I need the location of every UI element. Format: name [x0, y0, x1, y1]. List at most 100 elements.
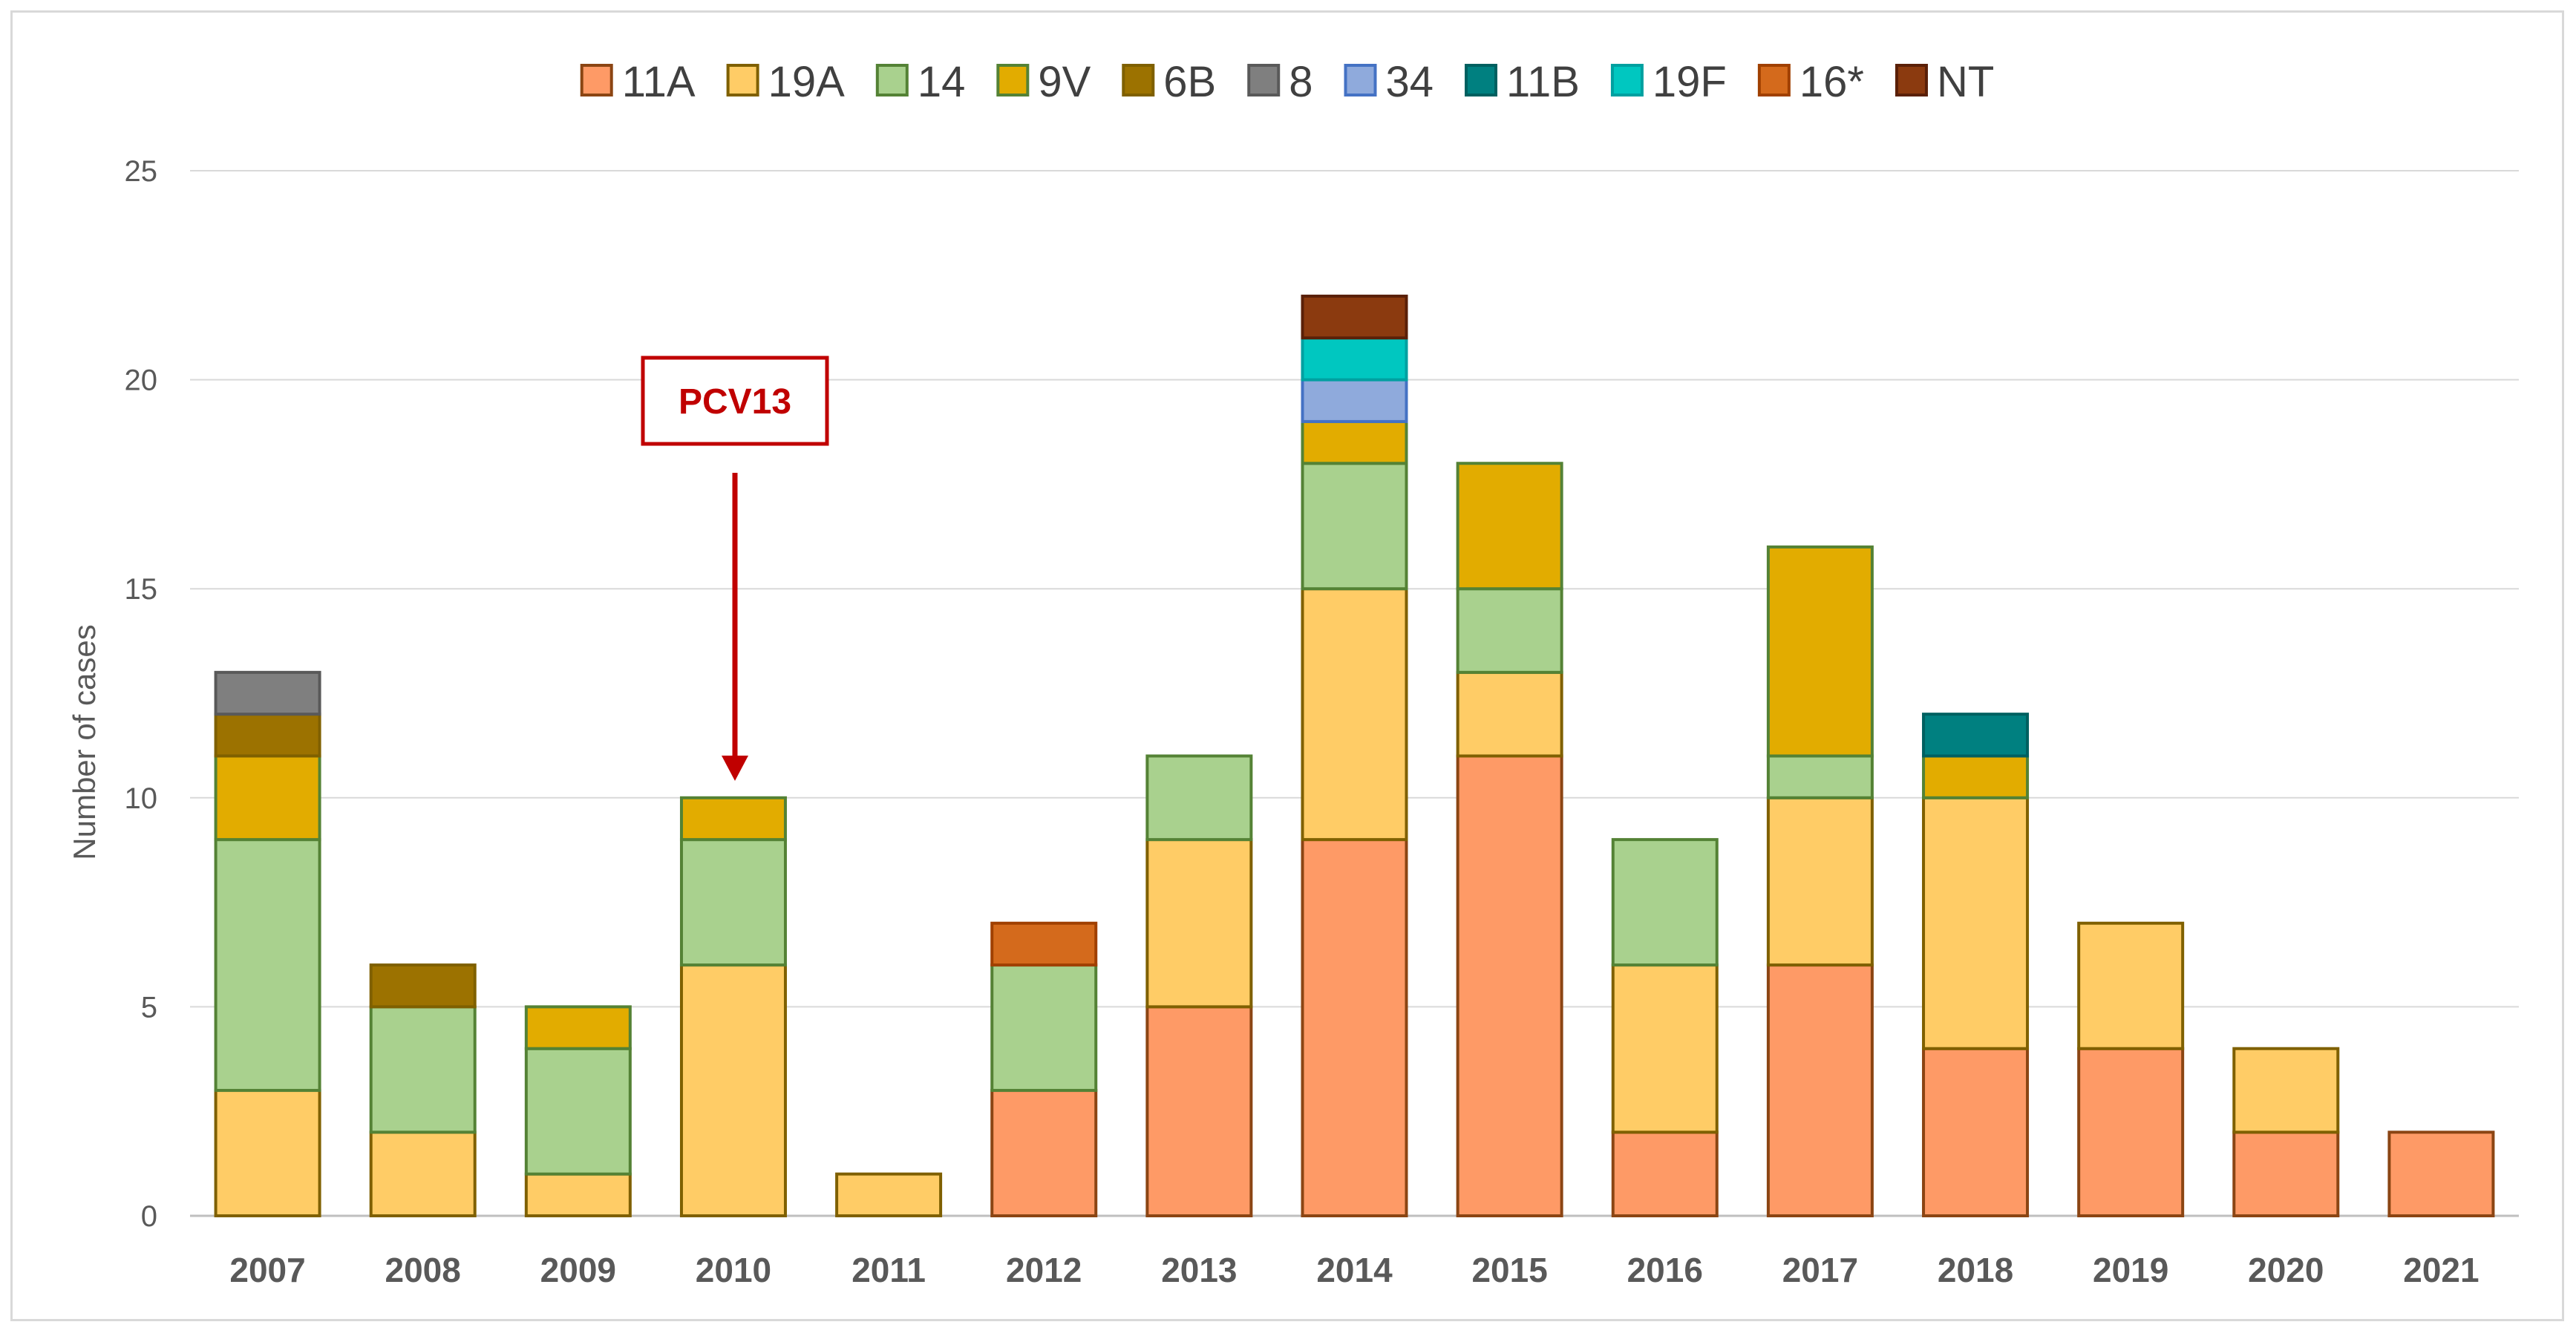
y-tick-label: 15 — [125, 573, 158, 606]
bar-segment-2017-14 — [1766, 754, 1874, 799]
bar-segment-2019-19A — [2077, 921, 2185, 1050]
bar-segment-2020-11A — [2232, 1130, 2340, 1217]
legend-swatch — [1757, 64, 1791, 96]
bar-segment-2007-8 — [214, 670, 321, 716]
bar-segment-2008-6B — [369, 963, 477, 1009]
bar-segment-2007-14 — [214, 838, 321, 1093]
x-tick-label: 2015 — [1471, 1251, 1547, 1289]
pcv13-annotation: PCV13 — [641, 356, 829, 781]
bar-segment-2018-11A — [1922, 1047, 2030, 1217]
x-tick-label: 2011 — [851, 1251, 926, 1289]
legend-label: 9V — [1038, 58, 1091, 106]
bar-segment-2007-19A — [214, 1089, 321, 1218]
x-tick-label: 2007 — [229, 1251, 305, 1289]
bar-segment-2018-19A — [1922, 796, 2030, 1050]
y-axis-title: Number of cases — [67, 624, 102, 860]
bar-segment-2008-19A — [369, 1130, 477, 1217]
x-tick-label: 2010 — [696, 1251, 771, 1289]
legend-label: 11B — [1506, 58, 1580, 106]
bar-segment-2014-14 — [1301, 462, 1408, 591]
y-tick-label: 5 — [141, 991, 157, 1024]
bar-segment-2015-11A — [1456, 754, 1563, 1217]
bar-segment-2018-11B — [1922, 713, 2030, 758]
legend-label: 14 — [918, 58, 966, 106]
bar-segment-2013-19A — [1145, 838, 1253, 1009]
bar-segment-2013-14 — [1145, 754, 1253, 842]
x-tick-label: 2021 — [2403, 1251, 2479, 1289]
bar-segment-2014-34 — [1301, 378, 1408, 423]
bars — [214, 294, 2495, 1218]
bar-segment-2016-11A — [1611, 1130, 1719, 1217]
bar-segment-2016-19A — [1611, 963, 1719, 1134]
x-tick-label: 2009 — [540, 1251, 616, 1289]
bar-segment-2014-19A — [1301, 587, 1408, 842]
x-tick-label: 2013 — [1161, 1251, 1237, 1289]
bar-segment-2010-14 — [679, 838, 787, 967]
pcv13-arrow-head — [722, 756, 748, 781]
bar-segment-2013-11A — [1145, 1005, 1253, 1218]
legend-label: 11A — [622, 58, 696, 106]
legend-label: 6B — [1163, 58, 1216, 106]
x-tick-label: 2018 — [1938, 1251, 2013, 1289]
legend-label: 8 — [1289, 58, 1312, 106]
legend-swatch — [726, 64, 759, 96]
bar-segment-2015-14 — [1456, 587, 1563, 674]
legend-label: 19F — [1653, 58, 1727, 106]
bar-segment-2015-9V — [1456, 462, 1563, 591]
legend-label: NT — [1937, 58, 1994, 106]
bar-segment-2017-19A — [1766, 796, 1874, 967]
bar-segment-2017-11A — [1766, 963, 1874, 1217]
y-tick-label: 20 — [125, 364, 158, 397]
x-tick-label: 2017 — [1782, 1251, 1858, 1289]
bar-segment-2016-14 — [1611, 838, 1719, 967]
legend-swatch — [996, 64, 1030, 96]
legend-swatch — [1465, 64, 1498, 96]
y-tick-label: 10 — [125, 782, 158, 815]
y-tick-label: 0 — [141, 1200, 157, 1233]
y-tick-label: 25 — [125, 155, 158, 188]
bar-segment-2014-NT — [1301, 294, 1408, 340]
bar-segment-2009-9V — [524, 1005, 632, 1050]
x-tick-label: 2020 — [2248, 1251, 2324, 1289]
legend: 11A 19A 14 9V 6B 8 34 11B 19F 16* NT — [580, 58, 1994, 106]
bar-segment-2010-9V — [679, 796, 787, 842]
pcv13-label: PCV13 — [679, 382, 791, 422]
bar-segment-2012-11A — [990, 1089, 1098, 1218]
bar-segment-2017-9V — [1766, 545, 1874, 758]
bar-segment-2015-19A — [1456, 670, 1563, 758]
x-tick-label: 2016 — [1627, 1251, 1703, 1289]
legend-swatch — [875, 64, 909, 96]
bar-segment-2007-9V — [214, 754, 321, 842]
x-axis-labels: 2007 2008 2009 2010 2011 2012 2013 2014 2015 2016… — [229, 1251, 2479, 1289]
bar-segment-2008-14 — [369, 1005, 477, 1134]
legend-label: 16* — [1799, 58, 1864, 106]
bar-segment-2011-19A — [835, 1172, 943, 1218]
bar-segment-2018-9V — [1922, 754, 2030, 799]
bar-segment-2014-19F — [1301, 336, 1408, 382]
bar-segment-2020-19A — [2232, 1047, 2340, 1134]
bar-segment-2012-14 — [990, 963, 1098, 1093]
legend-swatch — [1247, 64, 1281, 96]
bar-segment-2012-16star — [990, 921, 1098, 967]
x-tick-label: 2014 — [1316, 1251, 1393, 1289]
bar-segment-2009-14 — [524, 1047, 632, 1176]
bar-segment-2009-19A — [524, 1172, 632, 1218]
legend-swatch — [1344, 64, 1377, 96]
pcv13-label-box — [641, 356, 829, 446]
x-tick-label: 2019 — [2093, 1251, 2168, 1289]
legend-swatch — [1610, 64, 1644, 96]
bar-segment-2014-11A — [1301, 838, 1408, 1217]
x-tick-label: 2008 — [385, 1251, 461, 1289]
bar-segment-2010-19A — [679, 963, 787, 1217]
legend-label: 19A — [768, 58, 846, 106]
legend-label: 34 — [1386, 58, 1434, 106]
bar-segment-2007-6B — [214, 713, 321, 758]
bar-segment-2019-11A — [2077, 1047, 2185, 1217]
bar-segment-2014-9V — [1301, 419, 1408, 465]
x-tick-label: 2012 — [1006, 1251, 1082, 1289]
y-axis-ticks: 0 5 10 15 20 25 — [125, 155, 158, 1233]
legend-swatch — [580, 64, 613, 96]
bar-segment-2021-11A — [2387, 1130, 2495, 1217]
legend-swatch — [1895, 64, 1928, 96]
